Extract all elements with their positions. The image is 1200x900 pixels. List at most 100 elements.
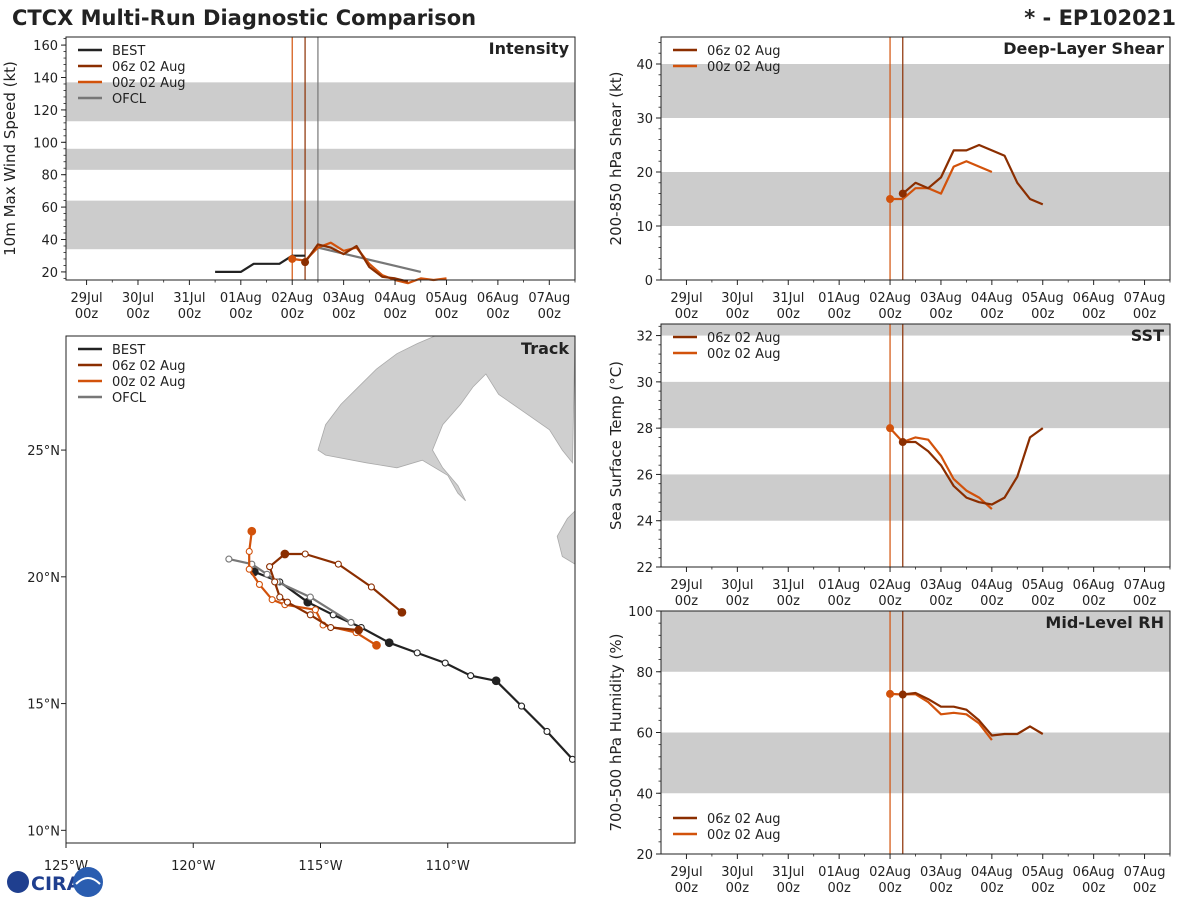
track-point-run06: [327, 623, 335, 632]
track-line-best: [253, 570, 574, 761]
rh-xtick-date: 05Aug: [1022, 865, 1064, 880]
shear-xtick-date: 01Aug: [818, 291, 860, 306]
rh-ylabel: 700-500 hPa Humidity (%): [607, 633, 625, 831]
track-point-run06: [301, 550, 309, 558]
track-point-run00: [268, 596, 276, 604]
shear-band: [661, 172, 1170, 226]
sst-xtick-date: 02Aug: [869, 578, 911, 593]
figure-title: CTCX Multi-Run Diagnostic Comparison: [12, 6, 476, 30]
logo-globe-icon: [7, 871, 29, 893]
rh-xtick-hour: 00z: [1133, 881, 1157, 896]
intensity-xtick-hour: 00z: [229, 307, 253, 322]
rh-series-run06: [902, 691, 1044, 737]
intensity-xtick-date: 07Aug: [528, 291, 570, 306]
shear-xtick-date: 05Aug: [1022, 291, 1064, 306]
sst-series-run06: [902, 427, 1044, 506]
shear-xtick-date: 29Jul: [670, 291, 702, 306]
intensity-xtick-date: 01Aug: [220, 291, 262, 306]
rh-xtick-hour: 00z: [675, 881, 699, 896]
rh-xtick-hour: 00z: [878, 881, 902, 896]
cira-logo: CIRA: [7, 867, 103, 897]
shear-xtick-hour: 00z: [1133, 307, 1157, 322]
track-point-run06: [280, 549, 290, 559]
intensity-ytick-label: 20: [41, 266, 58, 281]
intensity-ytick-label: 140: [33, 72, 58, 87]
shear-xtick-date: 06Aug: [1073, 291, 1115, 306]
shear-xtick-date: 30Jul: [721, 291, 753, 306]
intensity-legend-label-run06: 06z 02 Aug: [112, 60, 186, 75]
track-xtick-label: 125°W: [44, 859, 88, 874]
sst-xtick-date: 04Aug: [971, 578, 1013, 593]
logo-text: CIRA: [31, 873, 82, 895]
track-point-best: [384, 638, 394, 648]
track-point-run00: [247, 526, 257, 536]
track-point-best: [413, 649, 421, 657]
rh-marker-run06: [898, 690, 907, 699]
shear-series-run00: [890, 160, 993, 201]
rh-xtick-date: 02Aug: [869, 865, 911, 880]
track-point-run00: [372, 640, 381, 650]
rh-xtick-hour: 00z: [1082, 881, 1106, 896]
intensity-marker-run06: [301, 258, 310, 267]
intensity-legend-label-run00: 00z 02 Aug: [112, 76, 186, 91]
shear-marker-run06: [898, 189, 907, 198]
sst-xtick-hour: 00z: [827, 594, 851, 609]
rh-xtick-hour: 00z: [726, 881, 750, 896]
intensity-band: [66, 148, 575, 170]
sst-xtick-hour: 00z: [1133, 594, 1157, 609]
intensity-xtick-date: 30Jul: [122, 291, 154, 306]
sst-xtick-hour: 00z: [777, 594, 801, 609]
shear-ylabel: 200-850 hPa Shear (kt): [607, 72, 625, 246]
sst-marker-run06: [898, 438, 907, 447]
track-point-run00: [245, 547, 253, 556]
sst-ytick-label: 22: [636, 561, 653, 576]
rh-ytick-label: 40: [636, 787, 653, 802]
shear-xtick-hour: 00z: [726, 307, 750, 322]
track-xtick-label: 120°W: [171, 859, 215, 874]
sst-band: [661, 474, 1170, 521]
shear-ytick-label: 20: [636, 166, 653, 181]
rh-xtick-hour: 00z: [827, 881, 851, 896]
shear-series-run06: [902, 143, 1044, 206]
track-point-run06: [397, 607, 407, 617]
sst-xtick-hour: 00z: [675, 594, 699, 609]
rh-xtick-hour: 00z: [1031, 881, 1055, 896]
rh-xtick-date: 29Jul: [670, 865, 702, 880]
shear-xtick-date: 03Aug: [920, 291, 962, 306]
intensity-marker-run00: [288, 254, 297, 263]
shear-xtick-hour: 00z: [777, 307, 801, 322]
shear-xtick-hour: 00z: [827, 307, 851, 322]
sst-xtick-hour: 00z: [1082, 594, 1106, 609]
track-frame: [65, 335, 576, 844]
track-point-run06: [354, 625, 364, 635]
storm-id: * - EP102021: [1024, 6, 1176, 30]
sst-ytick-label: 28: [636, 422, 653, 437]
intensity-series-run00: [292, 241, 447, 285]
track-point-best: [543, 727, 551, 736]
intensity-xtick-date: 04Aug: [374, 291, 416, 306]
shear-ytick-label: 0: [645, 274, 653, 289]
rh-xtick-date: 01Aug: [818, 865, 860, 880]
intensity-band: [66, 200, 575, 250]
sst-xtick-date: 30Jul: [721, 578, 753, 593]
shear-xtick-hour: 00z: [675, 307, 699, 322]
intensity-xtick-date: 31Jul: [173, 291, 205, 306]
intensity-ytick-label: 120: [33, 104, 58, 119]
rh-xtick-date: 03Aug: [920, 865, 962, 880]
intensity-legend-label-best: BEST: [112, 44, 145, 59]
intensity-ytick-label: 60: [41, 201, 58, 216]
sst-xtick-date: 29Jul: [670, 578, 702, 593]
intensity-xtick-hour: 00z: [281, 307, 305, 322]
logo-seal-icon: [73, 867, 103, 897]
track-ytick-label: 25°N: [27, 444, 60, 459]
shear-xtick-hour: 00z: [878, 307, 902, 322]
track-point-ofcl: [306, 593, 314, 601]
sst-ytick-label: 30: [636, 376, 653, 391]
track-point-run06: [266, 563, 274, 571]
rh-band: [661, 611, 1170, 672]
track-point-run00: [255, 580, 263, 588]
rh-title: Mid-Level RH: [1045, 613, 1164, 632]
shear-ytick-label: 40: [636, 58, 653, 73]
shear-title: Deep-Layer Shear: [1003, 39, 1164, 58]
shear-xtick-hour: 00z: [929, 307, 953, 322]
